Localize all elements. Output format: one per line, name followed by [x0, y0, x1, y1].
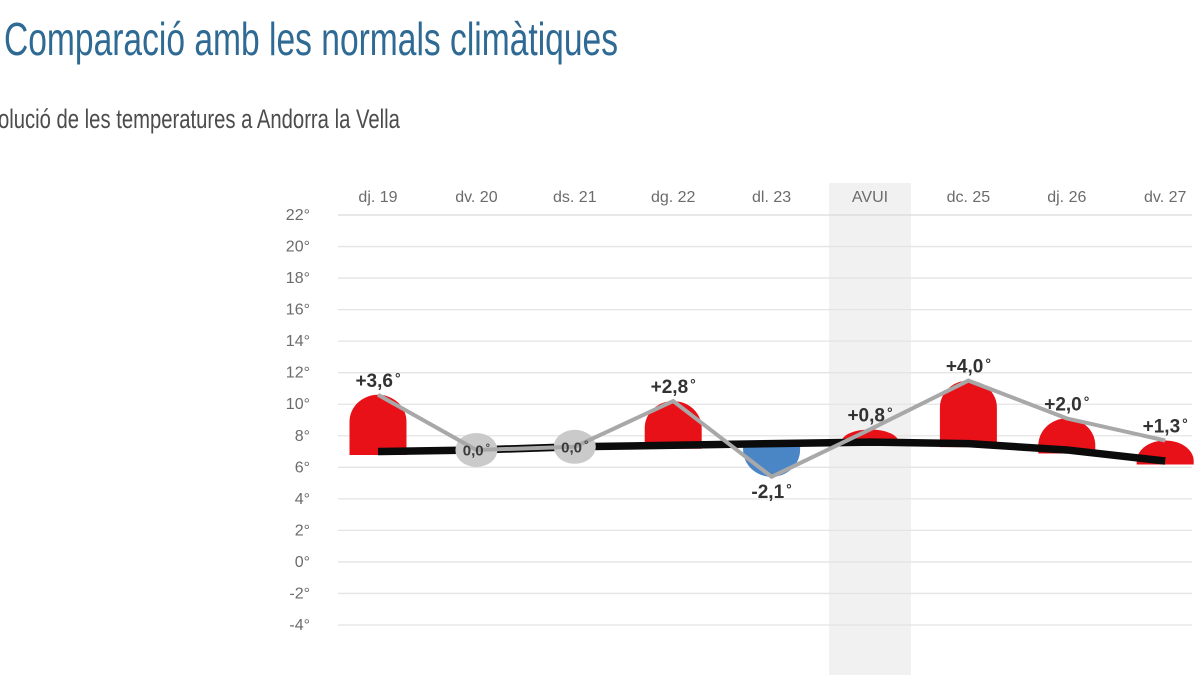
x-axis-label: ds. 21 [553, 189, 597, 206]
anomaly-value-label: +4,0 ° [946, 356, 991, 378]
y-axis-label: 6° [295, 459, 310, 476]
anomaly-value-label: +1,3 ° [1143, 415, 1188, 437]
page-subtitle: olució de les temperatures a Andorra la … [0, 104, 400, 134]
y-axis-label: 0° [295, 554, 310, 571]
above-normal-blob [939, 380, 997, 448]
y-axis-label: 20° [286, 239, 310, 256]
zero-anomaly-label: 0,0 ° [561, 439, 588, 456]
zero-anomaly-label: 0,0 ° [463, 442, 490, 459]
anomaly-value-label: +2,0 ° [1044, 393, 1089, 415]
above-normal-blob [349, 394, 407, 456]
y-axis-label: 22° [286, 207, 310, 224]
y-axis-label: 14° [286, 333, 310, 350]
anomaly-value-label: +0,8 ° [847, 404, 892, 426]
x-axis-label: AVUI [852, 189, 888, 206]
y-axis-label: -4° [289, 617, 310, 634]
anomaly-value-label: +3,6 ° [355, 370, 400, 392]
x-axis-label: dj. 26 [1047, 189, 1086, 206]
anomaly-value-label: -2,1 ° [751, 481, 791, 503]
y-axis-label: 18° [286, 270, 310, 287]
y-axis-label: 12° [286, 365, 310, 382]
x-axis-label: dv. 27 [1144, 189, 1187, 206]
x-axis-label: dg. 22 [651, 189, 696, 206]
y-axis-label: 8° [295, 428, 310, 445]
y-axis-label: 16° [286, 302, 310, 319]
x-axis-label: dl. 23 [752, 189, 791, 206]
x-axis-label: dj. 19 [358, 189, 397, 206]
y-axis-label: 10° [286, 396, 310, 413]
y-axis-label: 4° [295, 491, 310, 508]
anomaly-value-label: +2,8 ° [651, 376, 696, 398]
above-normal-blob [1038, 418, 1096, 454]
x-axis-label: dv. 20 [455, 189, 498, 206]
y-axis-label: -2° [289, 585, 310, 602]
actual-line [377, 378, 1166, 480]
x-axis-label: dc. 25 [947, 189, 991, 206]
page-title: Comparació amb les normals climàtiques [4, 13, 619, 65]
y-axis-label: 2° [295, 522, 310, 539]
